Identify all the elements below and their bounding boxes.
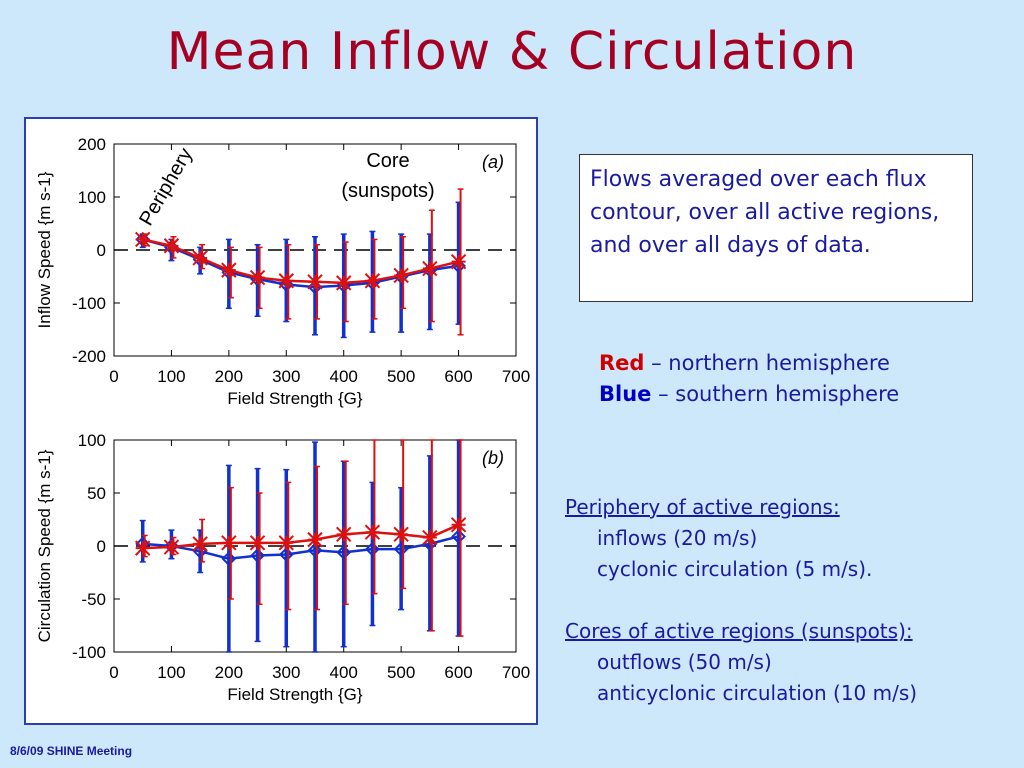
y-tick-label: 100 [78, 188, 106, 207]
x-tick-label: 200 [215, 367, 243, 386]
x-tick-label: 300 [272, 367, 300, 386]
x-tick-label: 500 [387, 663, 415, 682]
data-point-north [192, 250, 208, 266]
data-point-north [364, 273, 381, 289]
x-axis-label: Field Strength {G} [227, 389, 362, 408]
data-point-south [278, 547, 294, 562]
data-point-north [307, 531, 323, 548]
x-tick-label: 300 [272, 663, 300, 682]
series-line-south [142, 238, 459, 289]
x-tick-label: 600 [444, 367, 472, 386]
y-tick-label: 0 [97, 241, 106, 260]
summary-block: Periphery of active regions: inflows (20… [565, 492, 917, 709]
data-point-north [422, 260, 438, 277]
figure-panel: 0 100 200 300 400 500 600 700 -200 -100 0 100 200 Fie… [24, 117, 538, 725]
y-tick-label: -50 [81, 590, 106, 609]
data-point-south [365, 541, 380, 557]
core-line: anticyclonic circulation (10 m/s) [597, 681, 918, 705]
data-point-north [393, 267, 409, 284]
core-heading: Cores of active regions (sunspots): [565, 619, 913, 643]
data-point-north [422, 529, 438, 546]
data-point-south [393, 541, 409, 557]
data-point-north [278, 273, 294, 289]
legend-row-south: Blue – southern hemisphere [599, 379, 899, 410]
core-annotation-line2: (sunspots) [341, 180, 434, 202]
y-tick-label: -200 [72, 347, 106, 366]
panel-label: (a) [482, 152, 504, 172]
data-point-south [221, 551, 237, 567]
data-point-south [250, 548, 265, 563]
data-point-north [135, 540, 151, 556]
hemisphere-legend: Red – northern hemisphere Blue – souther… [599, 348, 899, 410]
legend-text-north: – northern hemisphere [644, 351, 890, 375]
data-point-north [278, 535, 294, 551]
y-tick-label: -100 [72, 294, 106, 313]
x-tick-label: 100 [157, 663, 185, 682]
x-tick-label: 700 [502, 663, 530, 682]
x-axis-label: Field Strength {G} [227, 685, 362, 704]
data-point-north [450, 253, 467, 270]
footer-text: 8/6/09 SHINE Meeting [10, 744, 133, 758]
x-tick-label: 400 [330, 663, 358, 682]
periphery-line: cyclonic circulation (5 m/s). [597, 557, 873, 581]
y-tick-label: -100 [72, 643, 106, 662]
panel-label: (b) [482, 448, 504, 468]
data-point-north [192, 536, 208, 552]
data-point-north [364, 524, 381, 540]
data-point-south [336, 544, 352, 560]
periphery-heading: Periphery of active regions: [565, 495, 840, 519]
series-line-north [142, 523, 460, 550]
data-point-south [307, 542, 323, 558]
periphery-annotation: Periphery [135, 144, 197, 229]
y-tick-label: 200 [78, 135, 106, 154]
x-tick-label: 600 [444, 663, 472, 682]
x-tick-label: 400 [330, 367, 358, 386]
description-box: Flows averaged over each flux contour, o… [579, 154, 973, 302]
legend-row-north: Red – northern hemisphere [599, 348, 899, 379]
data-point-north [135, 231, 151, 248]
data-point-north [221, 535, 237, 551]
legend-key-red: Red [599, 351, 645, 375]
data-point-north [249, 535, 266, 551]
data-point-north [163, 238, 180, 254]
y-axis-label: Circulation Speed {m s-1} [35, 449, 54, 642]
data-point-north [336, 526, 352, 543]
slide-title: Mean Inflow & Circulation [166, 22, 858, 82]
y-axis-label: Inflow Speed {m s-1} [35, 171, 54, 328]
data-point-north [336, 275, 352, 291]
y-tick-label: 0 [97, 537, 106, 556]
data-point-north [163, 539, 180, 555]
data-point-north [221, 262, 237, 278]
data-point-north [249, 269, 266, 286]
x-tick-label: 700 [502, 367, 530, 386]
x-tick-label: 500 [387, 367, 415, 386]
x-tick-label: 100 [157, 367, 185, 386]
series-line-north [142, 238, 459, 285]
legend-key-blue: Blue [599, 382, 652, 406]
series-line-south [142, 535, 459, 560]
x-tick-label: 0 [109, 663, 118, 682]
y-tick-label: 100 [78, 431, 106, 450]
data-point-north [450, 517, 467, 533]
figure-svg: 0 100 200 300 400 500 600 700-200-1000100200Fie… [35, 135, 530, 704]
x-tick-label: 0 [109, 367, 118, 386]
data-point-south [278, 277, 294, 292]
legend-text-south: – southern hemisphere [651, 382, 900, 406]
data-point-south [451, 529, 466, 544]
data-point-north [307, 274, 323, 290]
periphery-line: inflows (20 m/s) [597, 526, 758, 550]
data-point-north [393, 526, 409, 543]
x-tick-label: 200 [215, 663, 243, 682]
core-line: outflows (50 m/s) [597, 650, 772, 674]
core-annotation-line1: Core [366, 150, 409, 172]
y-tick-label: 50 [87, 484, 106, 503]
data-point-south [192, 543, 208, 559]
